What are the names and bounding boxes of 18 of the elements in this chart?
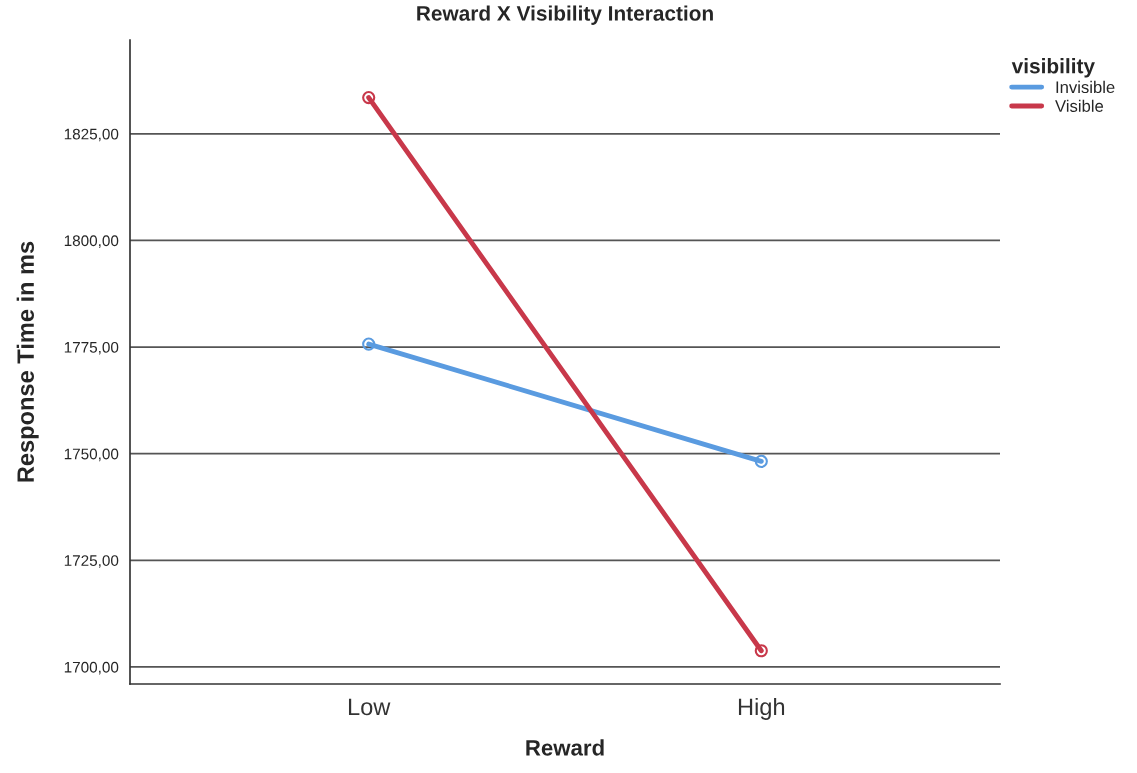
y-axis-title: Response Time in ms — [16, 241, 39, 482]
y-tick-label: 1775,00 — [64, 341, 119, 355]
point — [754, 644, 768, 658]
chart-title: Reward X Visibility Interaction — [417, 5, 713, 25]
point — [362, 337, 376, 351]
y-tick-label: 1800,00 — [64, 235, 119, 248]
x-tick-label: Low — [348, 698, 391, 716]
x-tick-label: High — [738, 697, 785, 720]
y-tick-label: 1750,00 — [64, 448, 119, 462]
point — [362, 90, 376, 105]
legend-title: visibility — [1011, 58, 1095, 78]
legend-label: Invisible — [1056, 80, 1115, 94]
y-tick-label: 1825,00 — [64, 128, 119, 142]
y-tick-label: 1725,00 — [64, 555, 119, 568]
y-tick-label: 1700,00 — [64, 661, 119, 675]
legend-label: Visible — [1055, 99, 1104, 112]
x-axis-title: Reward — [526, 739, 604, 756]
point — [754, 454, 768, 468]
